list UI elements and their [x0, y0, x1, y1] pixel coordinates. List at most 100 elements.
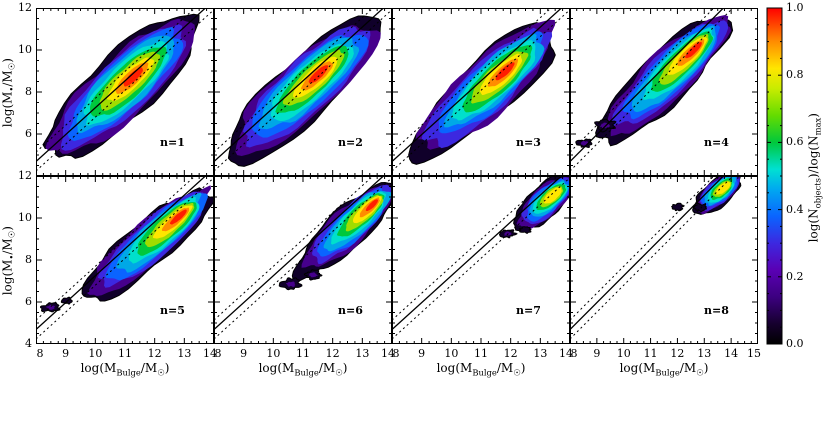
y-tick-label: 8 [25, 253, 32, 266]
colorbar-tick-label: 1.0 [786, 1, 804, 14]
scatter-line [36, 8, 196, 153]
panel-label: n=7 [516, 304, 541, 317]
panel-label: n=5 [160, 304, 185, 317]
fit-line [214, 176, 385, 330]
fit-line [36, 8, 207, 162]
scatter-line [214, 9, 392, 172]
colorbar [766, 7, 783, 345]
scatter-line [392, 176, 552, 321]
fit-lines [570, 176, 734, 340]
x-tick-label: 10 [616, 347, 631, 360]
fit-line [36, 176, 207, 330]
y-tick-label: 12 [18, 1, 32, 14]
panel-label: n=1 [160, 136, 185, 149]
panel-border [36, 8, 214, 176]
density-contours [42, 13, 200, 159]
scatter-line [36, 9, 214, 172]
panel-border [392, 176, 570, 344]
x-axis-title: log(MBulge/M☉) [436, 361, 526, 378]
x-tick-label: 11 [296, 347, 310, 360]
x-tick-label: 9 [593, 347, 601, 360]
x-tick-label: 12 [325, 347, 340, 360]
panel-border [214, 176, 392, 344]
x-axis-title: log(MBulge/M☉) [619, 361, 709, 378]
colorbar-tick-label: 0.8 [786, 68, 804, 82]
x-tick-label: 12 [670, 347, 685, 360]
colorbar-tick-label: 0.6 [786, 135, 804, 149]
fit-lines [392, 8, 570, 172]
x-tick-label: 11 [118, 347, 132, 360]
panel-n1: n=1 [36, 8, 214, 176]
density-contours [278, 181, 392, 291]
colorbar-axis-title: log(Nobjects)/log(Nmax) [806, 113, 823, 243]
panel-n6: n=6 [214, 176, 392, 344]
y-tick-label: 10 [18, 211, 32, 224]
panel-border [570, 8, 758, 176]
fit-line [570, 8, 725, 162]
colorbar-tick-label: 0.0 [786, 337, 804, 350]
density-contour-level-10 [495, 62, 515, 81]
x-tick-label: 13 [697, 347, 712, 360]
density-contours [39, 185, 214, 313]
panel-label: n=2 [338, 136, 363, 149]
scatter-line [392, 177, 570, 340]
y-tick-label: 6 [25, 127, 32, 140]
colorbar-tick-label: 0.2 [786, 269, 804, 283]
panel-border [36, 176, 214, 344]
density-contour-level-10 [169, 209, 187, 225]
density-contour-level-8 [543, 187, 562, 204]
density-contour-level-10 [123, 67, 143, 87]
x-axis-title: log(MBulge/M☉) [258, 361, 348, 378]
scatter-line [392, 9, 570, 172]
panel-label: n=6 [338, 304, 363, 317]
y-tick-label: 4 [25, 337, 32, 350]
fit-line [392, 8, 563, 162]
scatter-line [214, 8, 374, 153]
x-tick-label: 10 [88, 347, 103, 360]
density-contour-level-10 [684, 41, 702, 59]
panel-border [392, 8, 570, 176]
fit-lines [392, 176, 570, 340]
panel-border [214, 8, 392, 176]
x-tick-label: 14 [381, 347, 395, 360]
fit-lines [36, 176, 214, 340]
x-tick-label: 8 [36, 347, 44, 360]
x-tick-label: 12 [503, 347, 518, 360]
y-axis-title: log(M•/M☉) [0, 226, 17, 296]
density-island [671, 202, 684, 212]
panel-n8: n=8 [570, 176, 758, 344]
x-tick-label: 9 [62, 347, 70, 360]
colorbar-border [766, 7, 783, 345]
panel-label: n=8 [704, 304, 729, 317]
panel-n3: n=3 [392, 8, 570, 176]
scatter-line [570, 176, 734, 340]
scatter-line [392, 8, 552, 153]
y-tick-label: 8 [25, 85, 32, 98]
x-axis-title: log(MBulge/M☉) [80, 361, 170, 378]
x-tick-label: 12 [147, 347, 162, 360]
axis-ticks [570, 176, 758, 344]
density-contour-level-8 [715, 181, 731, 195]
x-tick-label: 10 [444, 347, 459, 360]
colorbar-gradient [767, 8, 782, 344]
x-tick-label: 10 [266, 347, 281, 360]
density-contours [671, 176, 742, 215]
fit-line [214, 8, 385, 162]
fit-lines [36, 8, 214, 172]
density-island [518, 226, 532, 234]
x-tick-label: 14 [559, 347, 573, 360]
y-tick-label: 12 [18, 169, 32, 182]
fit-line [570, 176, 725, 330]
density-contour-level-10 [365, 199, 379, 211]
fit-lines [214, 8, 392, 172]
x-tick-label: 8 [570, 347, 578, 360]
density-contours [498, 176, 570, 239]
panel-label: n=3 [516, 136, 541, 149]
x-tick-label: 11 [643, 347, 658, 360]
scatter-line [570, 8, 734, 172]
x-tick-label: 14 [724, 347, 739, 360]
density-contours [575, 15, 734, 149]
panel-n4: n=4 [570, 8, 758, 176]
density-island-core [45, 304, 55, 310]
